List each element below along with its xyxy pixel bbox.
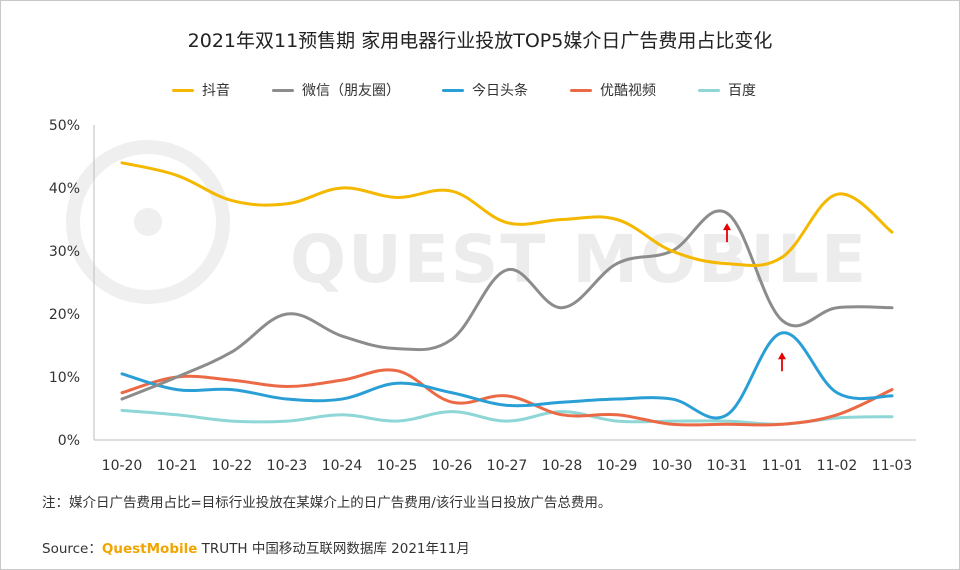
watermark: QUEST MOBILE xyxy=(66,140,868,304)
chart-title: 2021年双11预售期 家用电器行业投放TOP5媒介日广告费用占比变化 xyxy=(187,30,773,52)
legend-swatch xyxy=(272,88,294,92)
legend-label: 百度 xyxy=(728,83,756,99)
legend-label: 微信（朋友圈） xyxy=(302,83,400,99)
legend-item: 微信（朋友圈） xyxy=(272,80,400,100)
arrow-head xyxy=(723,223,731,231)
footnote: 注：媒介日广告费用占比=目标行业投放在某媒介上的日广告费用/该行业当日投放广告总… xyxy=(42,495,612,511)
arrow-head xyxy=(778,352,786,360)
source-brand: QuestMobile xyxy=(101,541,198,557)
series-line xyxy=(120,368,894,427)
annotation-arrow-icon xyxy=(778,352,786,372)
x-tick-label: 10-25 xyxy=(377,458,418,474)
series-line xyxy=(120,331,894,420)
x-tick-label: 10-27 xyxy=(487,458,528,474)
legend-swatch xyxy=(570,88,592,92)
annotation-arrow-icon xyxy=(723,223,731,243)
x-tick-label: 10-20 xyxy=(102,458,143,474)
watermark-dot xyxy=(134,208,162,236)
x-tick-label: 10-21 xyxy=(157,458,198,474)
x-tick-label: 10-24 xyxy=(322,458,363,474)
y-tick-label: 40% xyxy=(49,181,80,197)
x-tick-label: 11-03 xyxy=(872,458,913,474)
chart-legend: 抖音 微信（朋友圈） 今日头条 优酷视频 百度 xyxy=(172,80,798,100)
x-tick-label: 10-28 xyxy=(542,458,583,474)
source-line: Source：QuestMobile TRUTH 中国移动互联网数据库 2021… xyxy=(42,537,470,557)
x-tick-label: 10-23 xyxy=(267,458,308,474)
legend-item: 今日头条 xyxy=(442,80,528,100)
series-line xyxy=(120,408,894,426)
x-tick-label: 10-26 xyxy=(432,458,473,474)
y-tick-label: 0% xyxy=(58,433,80,449)
y-tick-label: 20% xyxy=(49,307,80,323)
x-tick-label: 11-02 xyxy=(817,458,858,474)
x-tick-label: 10-29 xyxy=(597,458,638,474)
y-tick-label: 50% xyxy=(49,118,80,134)
legend-label: 抖音 xyxy=(202,83,230,99)
series-line xyxy=(120,209,894,401)
source-text: TRUTH 中国移动互联网数据库 2021年11月 xyxy=(197,541,470,557)
watermark-text: QUEST MOBILE xyxy=(290,221,868,298)
y-tick-label: 10% xyxy=(49,370,80,386)
legend-swatch xyxy=(698,88,720,92)
x-tick-label: 11-01 xyxy=(762,458,803,474)
x-tick-label: 10-30 xyxy=(652,458,693,474)
legend-item: 优酷视频 xyxy=(570,80,656,100)
x-tick-label: 10-22 xyxy=(212,458,253,474)
series-line xyxy=(120,161,894,268)
legend-label: 今日头条 xyxy=(472,83,528,99)
x-tick-label: 10-31 xyxy=(707,458,748,474)
watermark-ring xyxy=(66,140,230,304)
legend-item: 百度 xyxy=(698,80,756,100)
legend-swatch xyxy=(172,88,194,92)
source-label: Source： xyxy=(42,541,102,557)
legend-label: 优酷视频 xyxy=(600,83,656,99)
legend-item: 抖音 xyxy=(172,80,230,100)
y-tick-label: 30% xyxy=(49,244,80,260)
legend-swatch xyxy=(442,88,464,92)
